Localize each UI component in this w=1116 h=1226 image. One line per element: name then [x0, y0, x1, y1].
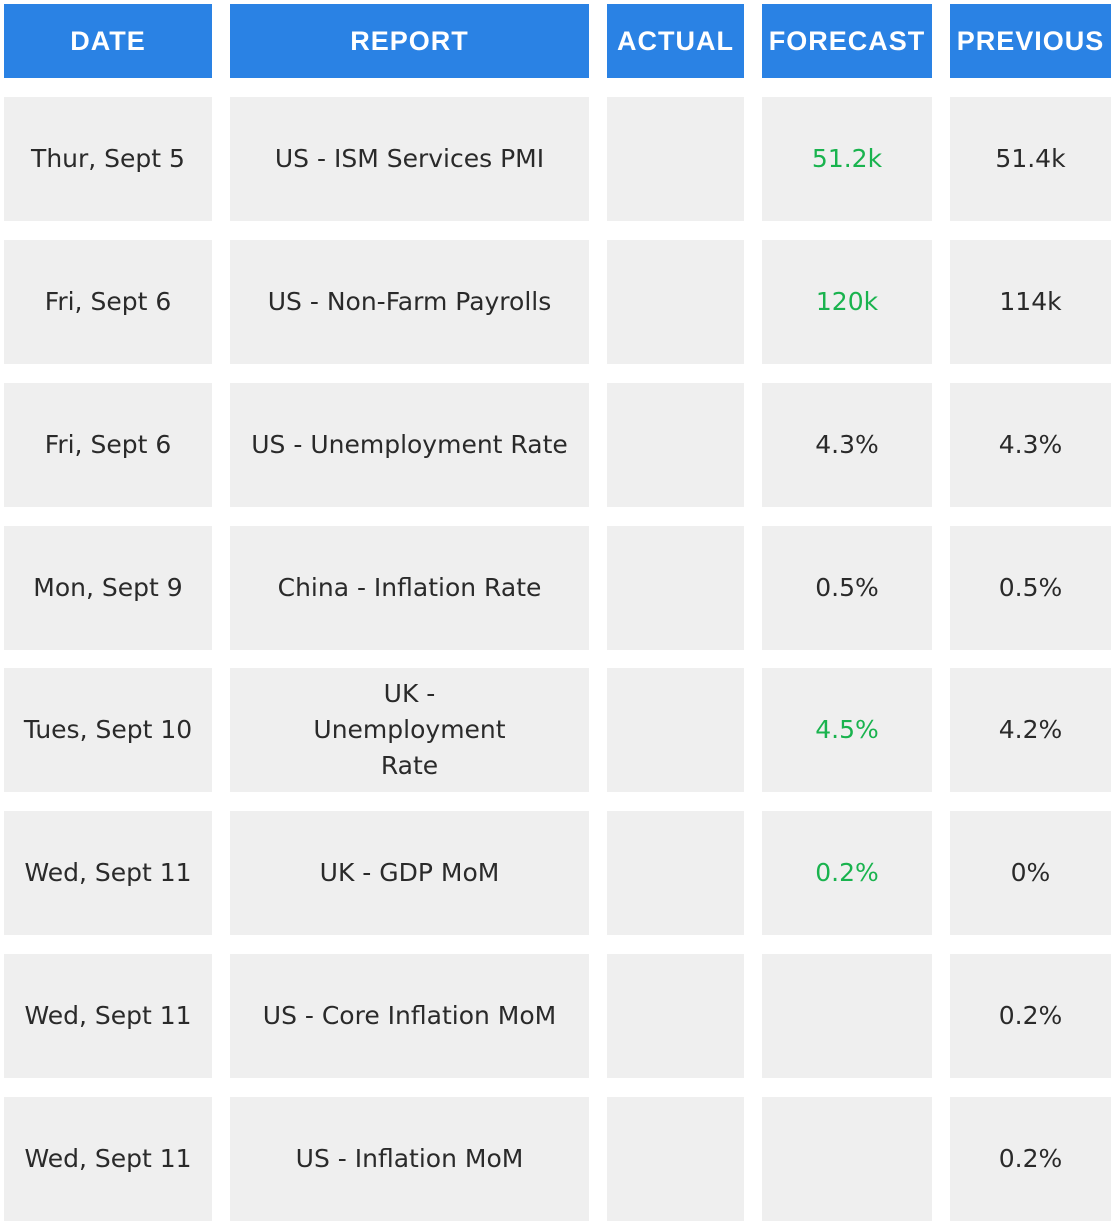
row-2-report: US - Non-Farm Payrolls	[230, 240, 589, 364]
row-6-date: Wed, Sept 11	[4, 811, 212, 935]
row-5-previous: 4.2%	[950, 668, 1111, 792]
row-2-previous: 114k	[950, 240, 1111, 364]
row-3-date: Fri, Sept 6	[4, 383, 212, 507]
row-3-report: US - Unemployment Rate	[230, 383, 589, 507]
header-date: DATE	[4, 4, 212, 78]
row-5-actual	[607, 668, 744, 792]
row-7-date: Wed, Sept 11	[4, 954, 212, 1078]
row-2-forecast: 120k	[762, 240, 932, 364]
row-6-actual	[607, 811, 744, 935]
row-4-previous: 0.5%	[950, 526, 1111, 650]
row-1-actual	[607, 97, 744, 221]
row-3-actual	[607, 383, 744, 507]
row-8-report: US - Inflation MoM	[230, 1097, 589, 1221]
row-6-forecast: 0.2%	[762, 811, 932, 935]
row-5-report: UK - Unemployment Rate	[230, 668, 589, 792]
row-4-report: China - Inflation Rate	[230, 526, 589, 650]
row-1-forecast: 51.2k	[762, 97, 932, 221]
row-4-forecast: 0.5%	[762, 526, 932, 650]
row-3-previous: 4.3%	[950, 383, 1111, 507]
row-8-forecast	[762, 1097, 932, 1221]
header-actual: ACTUAL	[607, 4, 744, 78]
row-8-date: Wed, Sept 11	[4, 1097, 212, 1221]
row-4-actual	[607, 526, 744, 650]
row-5-forecast: 4.5%	[762, 668, 932, 792]
row-1-report: US - ISM Services PMI	[230, 97, 589, 221]
row-6-previous: 0%	[950, 811, 1111, 935]
row-4-date: Mon, Sept 9	[4, 526, 212, 650]
row-7-forecast	[762, 954, 932, 1078]
row-8-actual	[607, 1097, 744, 1221]
row-8-previous: 0.2%	[950, 1097, 1111, 1221]
header-previous: PREVIOUS	[950, 4, 1111, 78]
row-1-date: Thur, Sept 5	[4, 97, 212, 221]
header-report: REPORT	[230, 4, 589, 78]
row-3-forecast: 4.3%	[762, 383, 932, 507]
row-1-previous: 51.4k	[950, 97, 1111, 221]
row-5-date: Tues, Sept 10	[4, 668, 212, 792]
row-6-report: UK - GDP MoM	[230, 811, 589, 935]
row-2-date: Fri, Sept 6	[4, 240, 212, 364]
header-forecast: FORECAST	[762, 4, 932, 78]
row-2-actual	[607, 240, 744, 364]
row-7-actual	[607, 954, 744, 1078]
row-7-previous: 0.2%	[950, 954, 1111, 1078]
row-7-report: US - Core Inflation MoM	[230, 954, 589, 1078]
